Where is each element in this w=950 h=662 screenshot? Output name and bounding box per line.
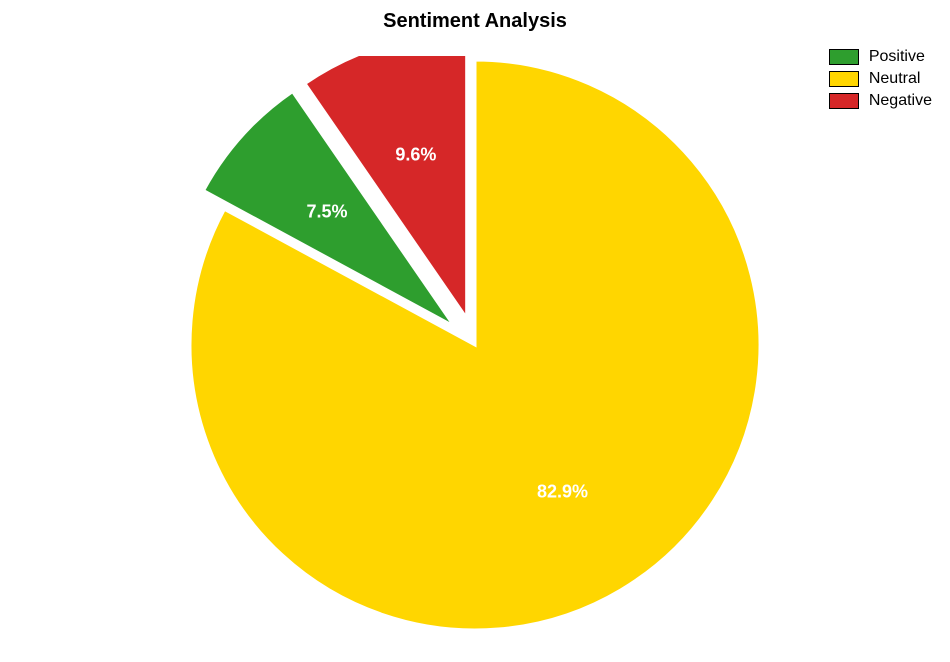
legend-swatch-negative (829, 93, 859, 109)
slice-label-neutral: 82.9% (537, 481, 588, 502)
legend: Positive Neutral Negative (829, 48, 932, 114)
legend-item-negative: Negative (829, 92, 932, 110)
legend-swatch-neutral (829, 71, 859, 87)
legend-label-positive: Positive (869, 48, 925, 66)
legend-swatch-positive (829, 49, 859, 65)
chart-title: Sentiment Analysis (383, 10, 567, 33)
legend-item-neutral: Neutral (829, 70, 932, 88)
legend-label-neutral: Neutral (869, 70, 921, 88)
pie-chart-svg (190, 56, 760, 646)
slice-label-positive: 7.5% (306, 201, 347, 222)
sentiment-pie-chart: Sentiment Analysis Positive Neutral Nega… (0, 0, 950, 662)
slice-label-negative: 9.6% (395, 144, 436, 165)
legend-label-negative: Negative (869, 92, 932, 110)
legend-item-positive: Positive (829, 48, 932, 66)
